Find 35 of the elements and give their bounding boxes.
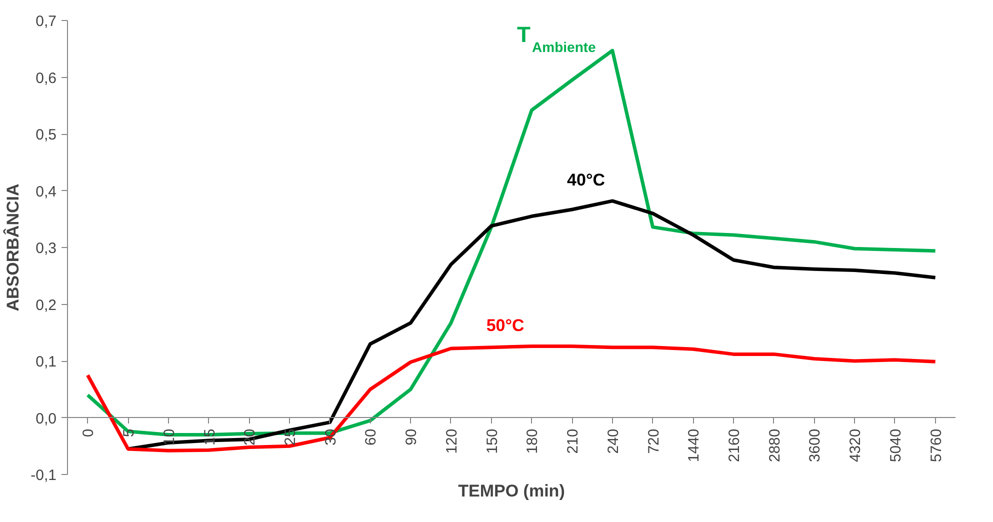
y-tick-label: 0,2 bbox=[36, 296, 57, 314]
x-tick-label: 3600 bbox=[806, 428, 824, 462]
x-tick-label: 2160 bbox=[726, 428, 743, 462]
x-tick-label: 15 bbox=[201, 428, 218, 446]
series-label: 40°C bbox=[567, 170, 606, 190]
x-tick-label: 60 bbox=[362, 428, 380, 446]
x-tick-label: 180 bbox=[524, 428, 542, 454]
x-tick-label: 20 bbox=[242, 428, 259, 446]
x-tick-label: 5760 bbox=[928, 428, 945, 462]
x-tick-label: 720 bbox=[645, 428, 662, 454]
x-tick-label: 4320 bbox=[847, 428, 864, 462]
x-tick-label: 150 bbox=[484, 428, 501, 454]
x-tick-label: 25 bbox=[282, 428, 299, 446]
x-tick-label: 5 bbox=[120, 428, 138, 438]
x-tick-label: 210 bbox=[564, 428, 582, 454]
x-axis-title: TEMPO (min) bbox=[458, 482, 565, 500]
y-tick-label: 0,3 bbox=[36, 240, 57, 257]
y-axis-title: ABSORBÂNCIA bbox=[2, 184, 23, 312]
x-tick-label: 5040 bbox=[887, 428, 904, 462]
x-tick-label: 0 bbox=[80, 428, 98, 438]
x-tick-label: 240 bbox=[604, 428, 622, 454]
x-tick-label: 30 bbox=[322, 428, 340, 446]
y-tick-label: 0,1 bbox=[36, 354, 57, 370]
x-tick-label: 120 bbox=[443, 428, 460, 454]
y-tick-label: -0,1 bbox=[30, 467, 57, 484]
x-tick-label: 90 bbox=[403, 428, 420, 446]
y-tick-label: 0,5 bbox=[36, 126, 57, 144]
x-tick-label: 1440 bbox=[686, 428, 703, 462]
y-tick-label: 0,0 bbox=[36, 410, 57, 428]
y-tick-label: 0,6 bbox=[36, 70, 57, 87]
y-tick-label: 0,4 bbox=[36, 183, 57, 200]
x-tick-label: 10 bbox=[160, 428, 178, 446]
x-tick-label: 2880 bbox=[766, 428, 784, 462]
y-tick-label: 0,7 bbox=[36, 13, 57, 30]
series-label: 50°C bbox=[486, 316, 524, 335]
